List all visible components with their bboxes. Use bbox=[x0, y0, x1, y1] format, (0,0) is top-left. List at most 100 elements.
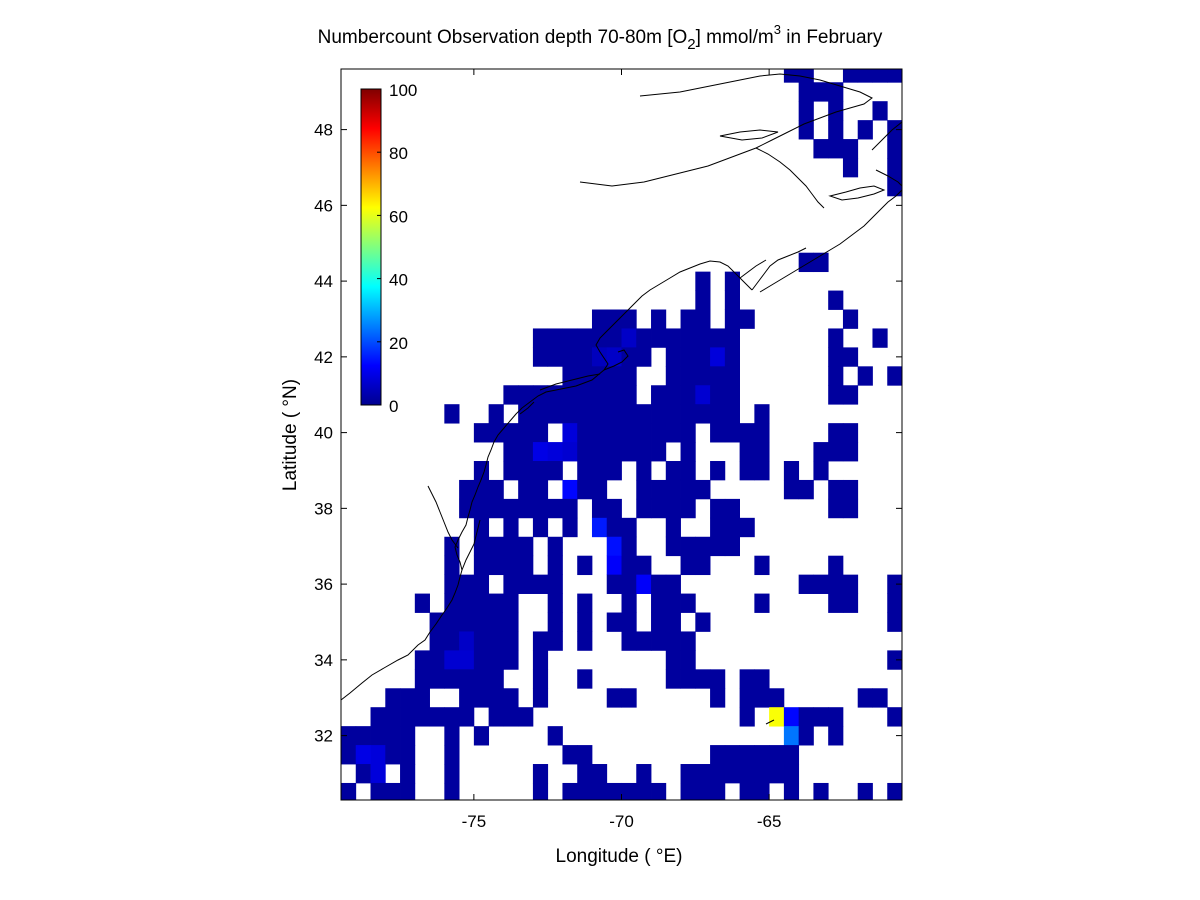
heatmap-cell bbox=[621, 593, 637, 613]
heatmap-cell bbox=[400, 782, 416, 800]
heatmap-cell bbox=[680, 631, 696, 651]
title-prefix: Numbercount Observation depth 70-80m [O bbox=[317, 27, 688, 48]
heatmap-cell bbox=[444, 612, 460, 632]
heatmap-cell bbox=[562, 479, 578, 500]
coastline-chesapeake bbox=[427, 485, 481, 571]
heatmap-cell bbox=[341, 745, 357, 765]
heatmap-cell bbox=[828, 479, 844, 500]
heatmap-cell bbox=[562, 366, 578, 386]
heatmap-cell bbox=[842, 574, 859, 594]
heatmap-cell bbox=[577, 385, 593, 405]
coastline-bay-of-fundy bbox=[739, 247, 807, 291]
heatmap-cell bbox=[828, 366, 844, 386]
colorbar-ticks: 0 20 40 60 80 100 bbox=[377, 81, 417, 416]
heatmap-cell bbox=[636, 442, 652, 462]
heatmap-cell bbox=[621, 404, 637, 424]
heatmap-cell bbox=[680, 461, 696, 481]
heatmap-cell bbox=[724, 498, 740, 519]
heatmap-cell bbox=[444, 745, 460, 765]
heatmap-cell bbox=[710, 461, 726, 481]
heatmap-cell bbox=[621, 612, 637, 632]
heatmap-cell bbox=[828, 139, 844, 159]
heatmap-cell bbox=[842, 69, 859, 83]
heatmap-cell bbox=[532, 574, 549, 594]
coastline-bermuda bbox=[765, 719, 775, 725]
heatmap-cell bbox=[828, 726, 844, 746]
heatmap-cell bbox=[828, 101, 844, 121]
heatmap-cell bbox=[562, 385, 578, 405]
heatmap-cell bbox=[385, 707, 401, 727]
heatmap-cell bbox=[739, 669, 755, 689]
heatmap-cell bbox=[400, 688, 416, 708]
heatmap-cell bbox=[621, 385, 637, 405]
heatmap-cell bbox=[857, 688, 873, 708]
heatmap-cell bbox=[842, 593, 859, 613]
heatmap-cell bbox=[459, 479, 475, 500]
colorbar-tick-label: 80 bbox=[389, 144, 408, 163]
heatmap-cell bbox=[680, 479, 696, 500]
heatmap-cell bbox=[783, 745, 800, 765]
heatmap-cell bbox=[547, 347, 563, 367]
heatmap-cell bbox=[606, 328, 622, 348]
heatmap-cell bbox=[341, 782, 357, 800]
heatmap-cell bbox=[606, 688, 622, 708]
heatmap-cell bbox=[695, 612, 711, 632]
colorbar-tick-label: 20 bbox=[389, 334, 408, 353]
heatmap-cell bbox=[503, 707, 519, 727]
heatmap-cell bbox=[532, 328, 549, 348]
heatmap-cell bbox=[444, 707, 460, 727]
heatmap-cell bbox=[710, 328, 726, 348]
heatmap-cell bbox=[414, 707, 430, 727]
heatmap-cell bbox=[606, 498, 622, 519]
heatmap-cell bbox=[473, 593, 490, 613]
heatmap-cell bbox=[591, 764, 608, 784]
heatmap-cell bbox=[724, 309, 740, 329]
heatmap-cell bbox=[577, 612, 593, 632]
heatmap-cell bbox=[680, 650, 696, 670]
heatmap-cell bbox=[680, 404, 696, 424]
heatmap-cell bbox=[695, 782, 711, 800]
heatmap-cell bbox=[518, 536, 534, 557]
heatmap-cell bbox=[532, 404, 549, 424]
heatmap-cell bbox=[636, 631, 652, 651]
heatmap-cell bbox=[591, 423, 608, 443]
heatmap-cell bbox=[783, 461, 800, 481]
heatmap-cell bbox=[459, 688, 475, 708]
heatmap-cell bbox=[665, 517, 681, 538]
heatmap-cell bbox=[355, 726, 371, 746]
colorbar-frame bbox=[360, 88, 382, 406]
heatmap-cell bbox=[503, 574, 519, 594]
heatmap-cell bbox=[710, 745, 726, 765]
heatmap-cell bbox=[621, 328, 637, 348]
colorbar-tick-label: 0 bbox=[389, 397, 398, 416]
heatmap-cell bbox=[798, 707, 814, 727]
heatmap-cell bbox=[651, 385, 667, 405]
heatmap-cell bbox=[724, 290, 740, 310]
heatmap-cell bbox=[532, 498, 549, 519]
heatmap-cell bbox=[503, 555, 519, 576]
heatmap-cell bbox=[680, 782, 696, 800]
heatmap-cell bbox=[444, 764, 460, 784]
heatmap-cell bbox=[547, 631, 563, 651]
heatmap-cell bbox=[429, 631, 445, 651]
heatmap-cell bbox=[621, 782, 637, 800]
heatmap-cell bbox=[577, 764, 593, 784]
x-axis-label: Longitude ( °E) bbox=[556, 846, 683, 867]
heatmap-cell bbox=[695, 328, 711, 348]
title-middle: ] mmol/m bbox=[695, 27, 774, 48]
heatmap-cell bbox=[665, 366, 681, 386]
heatmap-cell bbox=[710, 688, 726, 708]
heatmap-cell bbox=[414, 650, 430, 670]
title-superscript: 3 bbox=[773, 22, 781, 37]
heatmap-cell bbox=[651, 498, 667, 519]
colorbar-tick-label: 60 bbox=[389, 207, 408, 226]
heatmap-cell bbox=[518, 385, 534, 405]
chart-title: Numbercount Observation depth 70-80m [O2… bbox=[0, 22, 1200, 53]
heatmap-cell bbox=[724, 271, 740, 291]
heatmap-cell bbox=[680, 669, 696, 689]
heatmap-cell bbox=[710, 669, 726, 689]
heatmap-cell bbox=[798, 574, 814, 594]
heatmap-cell bbox=[459, 669, 475, 689]
heatmap-cell bbox=[577, 555, 593, 576]
coastline-pei bbox=[828, 185, 886, 201]
